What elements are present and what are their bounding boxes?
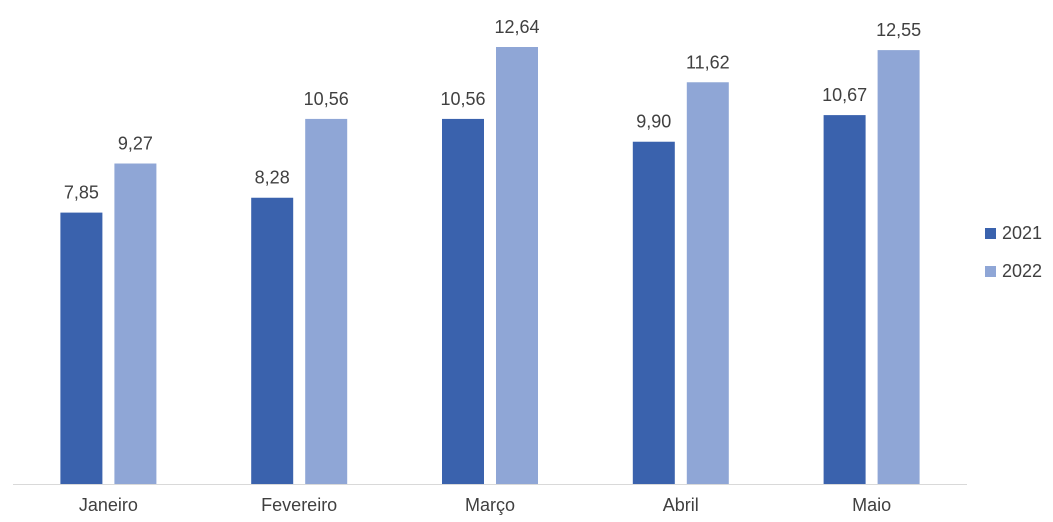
bar-2021-maio — [823, 115, 866, 484]
legend-item-2022: 2022 — [985, 260, 1051, 282]
data-label-2021-maio: 10,67 — [822, 85, 867, 105]
bar-2022-abril — [686, 82, 729, 484]
legend-swatch-2021 — [985, 227, 996, 239]
bar-2022-fevereiro — [305, 118, 348, 485]
legend-item-2021: 2021 — [985, 222, 1051, 244]
x-tick-label-fevereiro: Fevereiro — [261, 495, 337, 515]
legend: 2021 2022 — [985, 222, 1051, 298]
data-label-2021-fevereiro: 8,28 — [255, 168, 290, 188]
data-label-2021-abril: 9,90 — [636, 112, 671, 132]
x-tick-label-maio: Maio — [852, 495, 891, 515]
legend-label-2021: 2021 — [1002, 223, 1043, 243]
legend-swatch-2022 — [985, 265, 996, 277]
data-label-2022-janeiro: 9,27 — [118, 134, 153, 154]
bar-2022-maio — [877, 50, 920, 485]
bar-2021-janeiro — [60, 212, 103, 484]
data-label-2022-abril: 11,62 — [686, 52, 730, 72]
bar-2021-abril — [632, 141, 675, 484]
bar-2021-março — [442, 118, 484, 485]
bar-2022-janeiro — [114, 163, 157, 484]
data-label-2022-fevereiro: 10,56 — [304, 89, 349, 109]
bar-2022-março — [496, 47, 538, 484]
x-tick-label-abril: Abril — [663, 495, 699, 515]
data-label-2022-março: 12,64 — [494, 17, 539, 37]
data-label-2021-janeiro: 7,85 — [64, 183, 99, 203]
bar-2021-fevereiro — [251, 197, 294, 484]
data-label-2022-maio: 12,55 — [876, 20, 921, 40]
x-tick-label-janeiro: Janeiro — [79, 495, 138, 515]
x-tick-label-março: Março — [465, 495, 515, 515]
legend-label-2022: 2022 — [1002, 261, 1043, 281]
data-label-2021-março: 10,56 — [440, 89, 485, 109]
